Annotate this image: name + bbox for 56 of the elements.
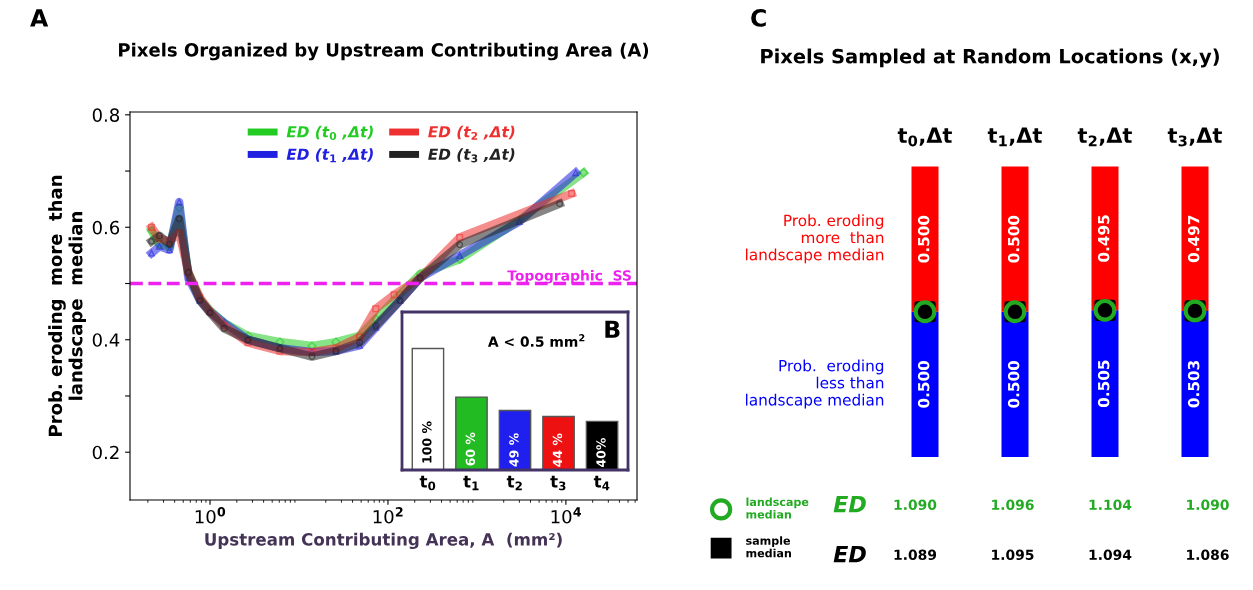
y-tick-label: 0.6 (92, 220, 120, 235)
legend-label: ED (t$_{3}$ ,Δt) (428, 148, 515, 163)
data-label: 0.497 (1187, 215, 1200, 263)
data-label: 0.500 (1007, 360, 1020, 408)
y-tick-label: 0.8 (92, 108, 120, 122)
legend-label: ED (t$_{0}$ ,Δt) (286, 125, 373, 140)
x-tick-label: t$_{1}$,Δt (987, 127, 1042, 147)
text: 1.090 (1187, 499, 1229, 511)
text: 1.090 (894, 499, 937, 511)
y-tick-label: 0.4 (92, 333, 120, 347)
x-tick-label: t$_{3}$ (550, 475, 566, 491)
data-label: 40% (596, 438, 606, 468)
text: ED (833, 545, 866, 563)
data-label: 0.500 (917, 360, 930, 408)
x-axis-title: Upstream Contributing Area, A (mm²) (205, 532, 562, 550)
data-label: 44 % (552, 433, 563, 467)
y-axis-title: Prob. eroding more than landscape median (48, 175, 87, 436)
text: 1.095 (992, 549, 1034, 561)
text: Pixels Sampled at Random Locations (x,y) (761, 48, 1219, 68)
data-label: 0.500 (917, 215, 930, 263)
data-label: 100 % (422, 421, 432, 463)
x-tick-label: t$_{3}$,Δt (1167, 127, 1222, 147)
text: A (30, 9, 49, 27)
chart-title: B (605, 320, 620, 338)
legend-label: ED (t$_{1}$ ,Δt) (286, 148, 373, 163)
text: 1.094 (1089, 549, 1132, 561)
data-label: 0.495 (1097, 215, 1110, 262)
text: ED (833, 495, 866, 513)
data-label: 49 % (509, 433, 519, 467)
x-tick-label: t$_{4}$ (593, 475, 610, 491)
data-label: 0.503 (1187, 361, 1200, 408)
chart-title: Pixels Organized by Upstream Contributing Area (A) (119, 42, 649, 61)
data-label: 60 % (465, 432, 476, 466)
x-tick-label: t$_{0}$ (419, 475, 436, 491)
x-tick-label: t$_{2}$,Δt (1077, 127, 1132, 147)
ref-line-label: Topographic SS (507, 269, 631, 284)
x-tick-label: t$_{2}$ (506, 475, 522, 491)
x-tick-label: 10$^{2}$ (373, 507, 403, 524)
legend-label: ED (t$_{2}$ ,Δt) (428, 125, 515, 140)
text: C (751, 8, 766, 27)
legend-label: sample median (746, 536, 791, 558)
series-label: Prob. eroding more than landscape median (746, 214, 884, 264)
series-label: Prob. eroding less than landscape median (746, 359, 884, 409)
y-tick-label: 0.2 (92, 445, 119, 460)
text: 1.089 (894, 549, 937, 561)
text: 1.086 (1187, 549, 1229, 561)
x-tick-label: 10$^{4}$ (551, 507, 581, 524)
legend-label: landscape median (746, 497, 809, 519)
annotation: A < 0.5 mm$^{2}$ (487, 334, 585, 347)
x-tick-label: t$_{1}$ (463, 475, 479, 491)
x-tick-label: t$_{0}$,Δt (897, 127, 952, 147)
data-label: 0.505 (1097, 360, 1110, 408)
x-tick-label: 10$^{0}$ (195, 507, 226, 524)
text: 1.096 (992, 499, 1034, 511)
data-label: 0.500 (1007, 215, 1020, 263)
text: 1.104 (1089, 499, 1132, 511)
